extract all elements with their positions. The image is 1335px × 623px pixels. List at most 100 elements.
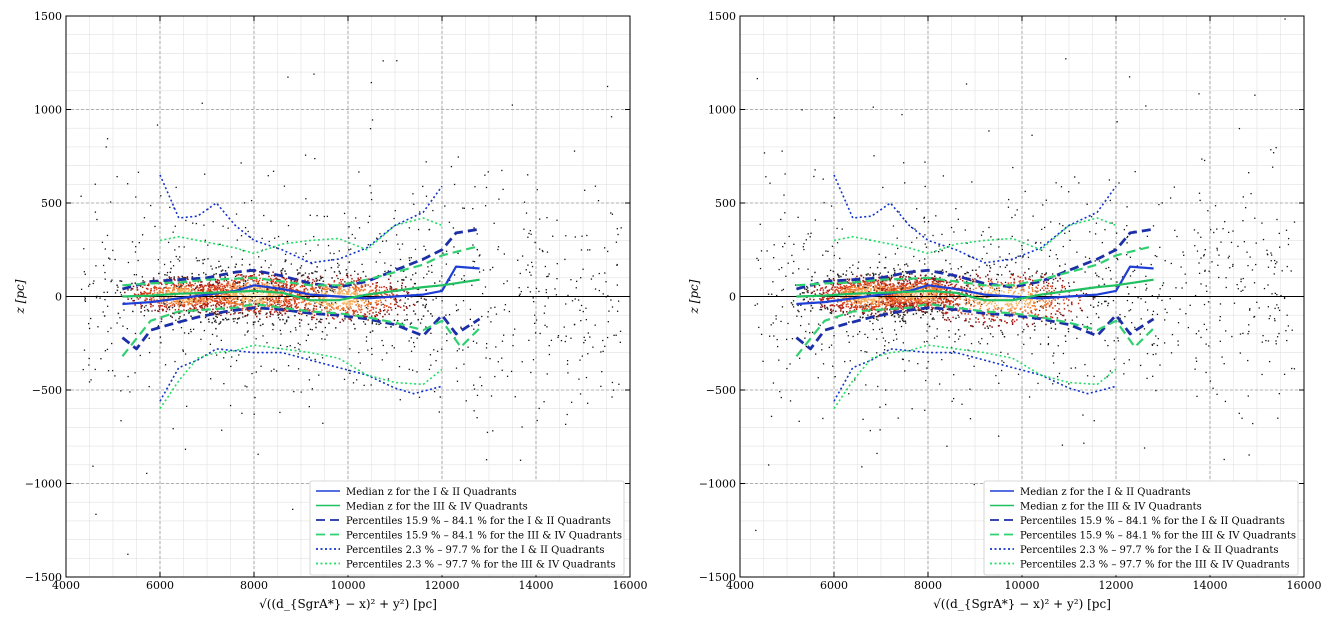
density-point <box>198 296 200 299</box>
series-line-4 <box>122 244 480 287</box>
density-point <box>326 302 329 305</box>
scatter-point <box>205 311 207 313</box>
density-point <box>395 303 397 305</box>
density-point <box>262 323 264 326</box>
density-point <box>243 298 246 300</box>
scatter-point <box>1253 315 1256 318</box>
scatter-point <box>188 332 190 335</box>
scatter-point <box>106 291 109 293</box>
scatter-point <box>1242 277 1244 280</box>
scatter-point <box>89 283 91 286</box>
scatter-point <box>326 215 329 218</box>
density-point <box>303 288 306 291</box>
scatter-point <box>543 401 545 403</box>
density-point <box>195 304 197 306</box>
density-point <box>245 307 248 309</box>
scatter-point <box>131 241 134 243</box>
density-point <box>173 289 175 291</box>
scatter-point <box>139 354 141 357</box>
scatter-point <box>476 249 479 251</box>
density-point <box>308 302 310 304</box>
scatter-point <box>854 379 856 381</box>
density-point <box>241 274 243 276</box>
scatter-point <box>417 228 420 231</box>
density-point <box>173 284 176 287</box>
density-point <box>166 287 168 290</box>
density-point <box>332 304 335 306</box>
density-point <box>855 299 857 301</box>
density-point <box>183 276 185 279</box>
density-point <box>290 306 293 309</box>
density-point <box>307 275 309 278</box>
scatter-point <box>143 217 146 219</box>
scatter-point <box>611 381 614 384</box>
scatter-point <box>338 264 340 266</box>
density-point <box>251 305 253 308</box>
scatter-point <box>102 311 104 313</box>
scatter-point <box>376 294 378 296</box>
scatter-point <box>283 307 286 310</box>
scatter-point <box>1208 270 1210 272</box>
scatter-point <box>978 266 980 268</box>
scatter-point <box>822 417 824 420</box>
density-point <box>272 294 275 296</box>
density-point <box>315 280 318 282</box>
density-point <box>196 309 198 311</box>
density-point <box>146 308 149 311</box>
density-point <box>175 299 178 302</box>
scatter-point <box>852 335 854 338</box>
scatter-point <box>924 234 926 236</box>
density-point <box>304 279 306 281</box>
density-point <box>197 289 200 292</box>
scatter-point <box>169 206 171 209</box>
scatter-point <box>1088 257 1091 260</box>
density-point <box>178 289 180 291</box>
density-point <box>218 286 221 289</box>
scatter-point <box>1248 324 1250 326</box>
density-point <box>315 292 317 294</box>
scatter-point <box>570 337 572 339</box>
scatter-point <box>472 260 474 263</box>
density-point <box>356 292 359 295</box>
scatter-point <box>810 232 812 234</box>
density-point <box>285 277 288 280</box>
density-point <box>244 280 247 282</box>
scatter-point <box>1228 231 1230 234</box>
density-point <box>356 311 359 313</box>
density-point <box>178 277 181 279</box>
density-point <box>410 278 412 281</box>
density-point <box>164 273 166 276</box>
scatter-point <box>238 287 240 289</box>
density-point <box>342 302 344 304</box>
density-point <box>216 280 218 283</box>
scatter-point <box>936 311 939 313</box>
scatter-point <box>435 359 437 362</box>
scatter-point <box>993 263 995 265</box>
density-point <box>266 288 268 291</box>
scatter-point <box>305 198 307 200</box>
scatter-point <box>792 306 795 308</box>
scatter-point <box>585 307 587 309</box>
density-point <box>382 315 384 318</box>
x-tick-label: 10000 <box>331 579 366 592</box>
scatter-point <box>318 374 320 376</box>
density-point <box>350 280 353 283</box>
scatter-point <box>276 247 278 249</box>
scatter-point <box>365 336 368 338</box>
scatter-point <box>120 420 122 422</box>
density-point <box>263 283 266 286</box>
scatter-point <box>327 244 330 247</box>
density-point <box>216 290 219 292</box>
density-point <box>326 307 328 309</box>
density-point <box>239 292 241 295</box>
density-point <box>230 305 232 307</box>
scatter-point <box>503 282 505 285</box>
scatter-point <box>776 294 778 297</box>
density-point <box>247 279 249 282</box>
density-point <box>209 296 212 299</box>
density-point <box>347 302 349 305</box>
density-point <box>257 305 260 308</box>
density-point <box>189 298 191 301</box>
density-point <box>245 275 247 277</box>
density-point <box>197 311 200 313</box>
